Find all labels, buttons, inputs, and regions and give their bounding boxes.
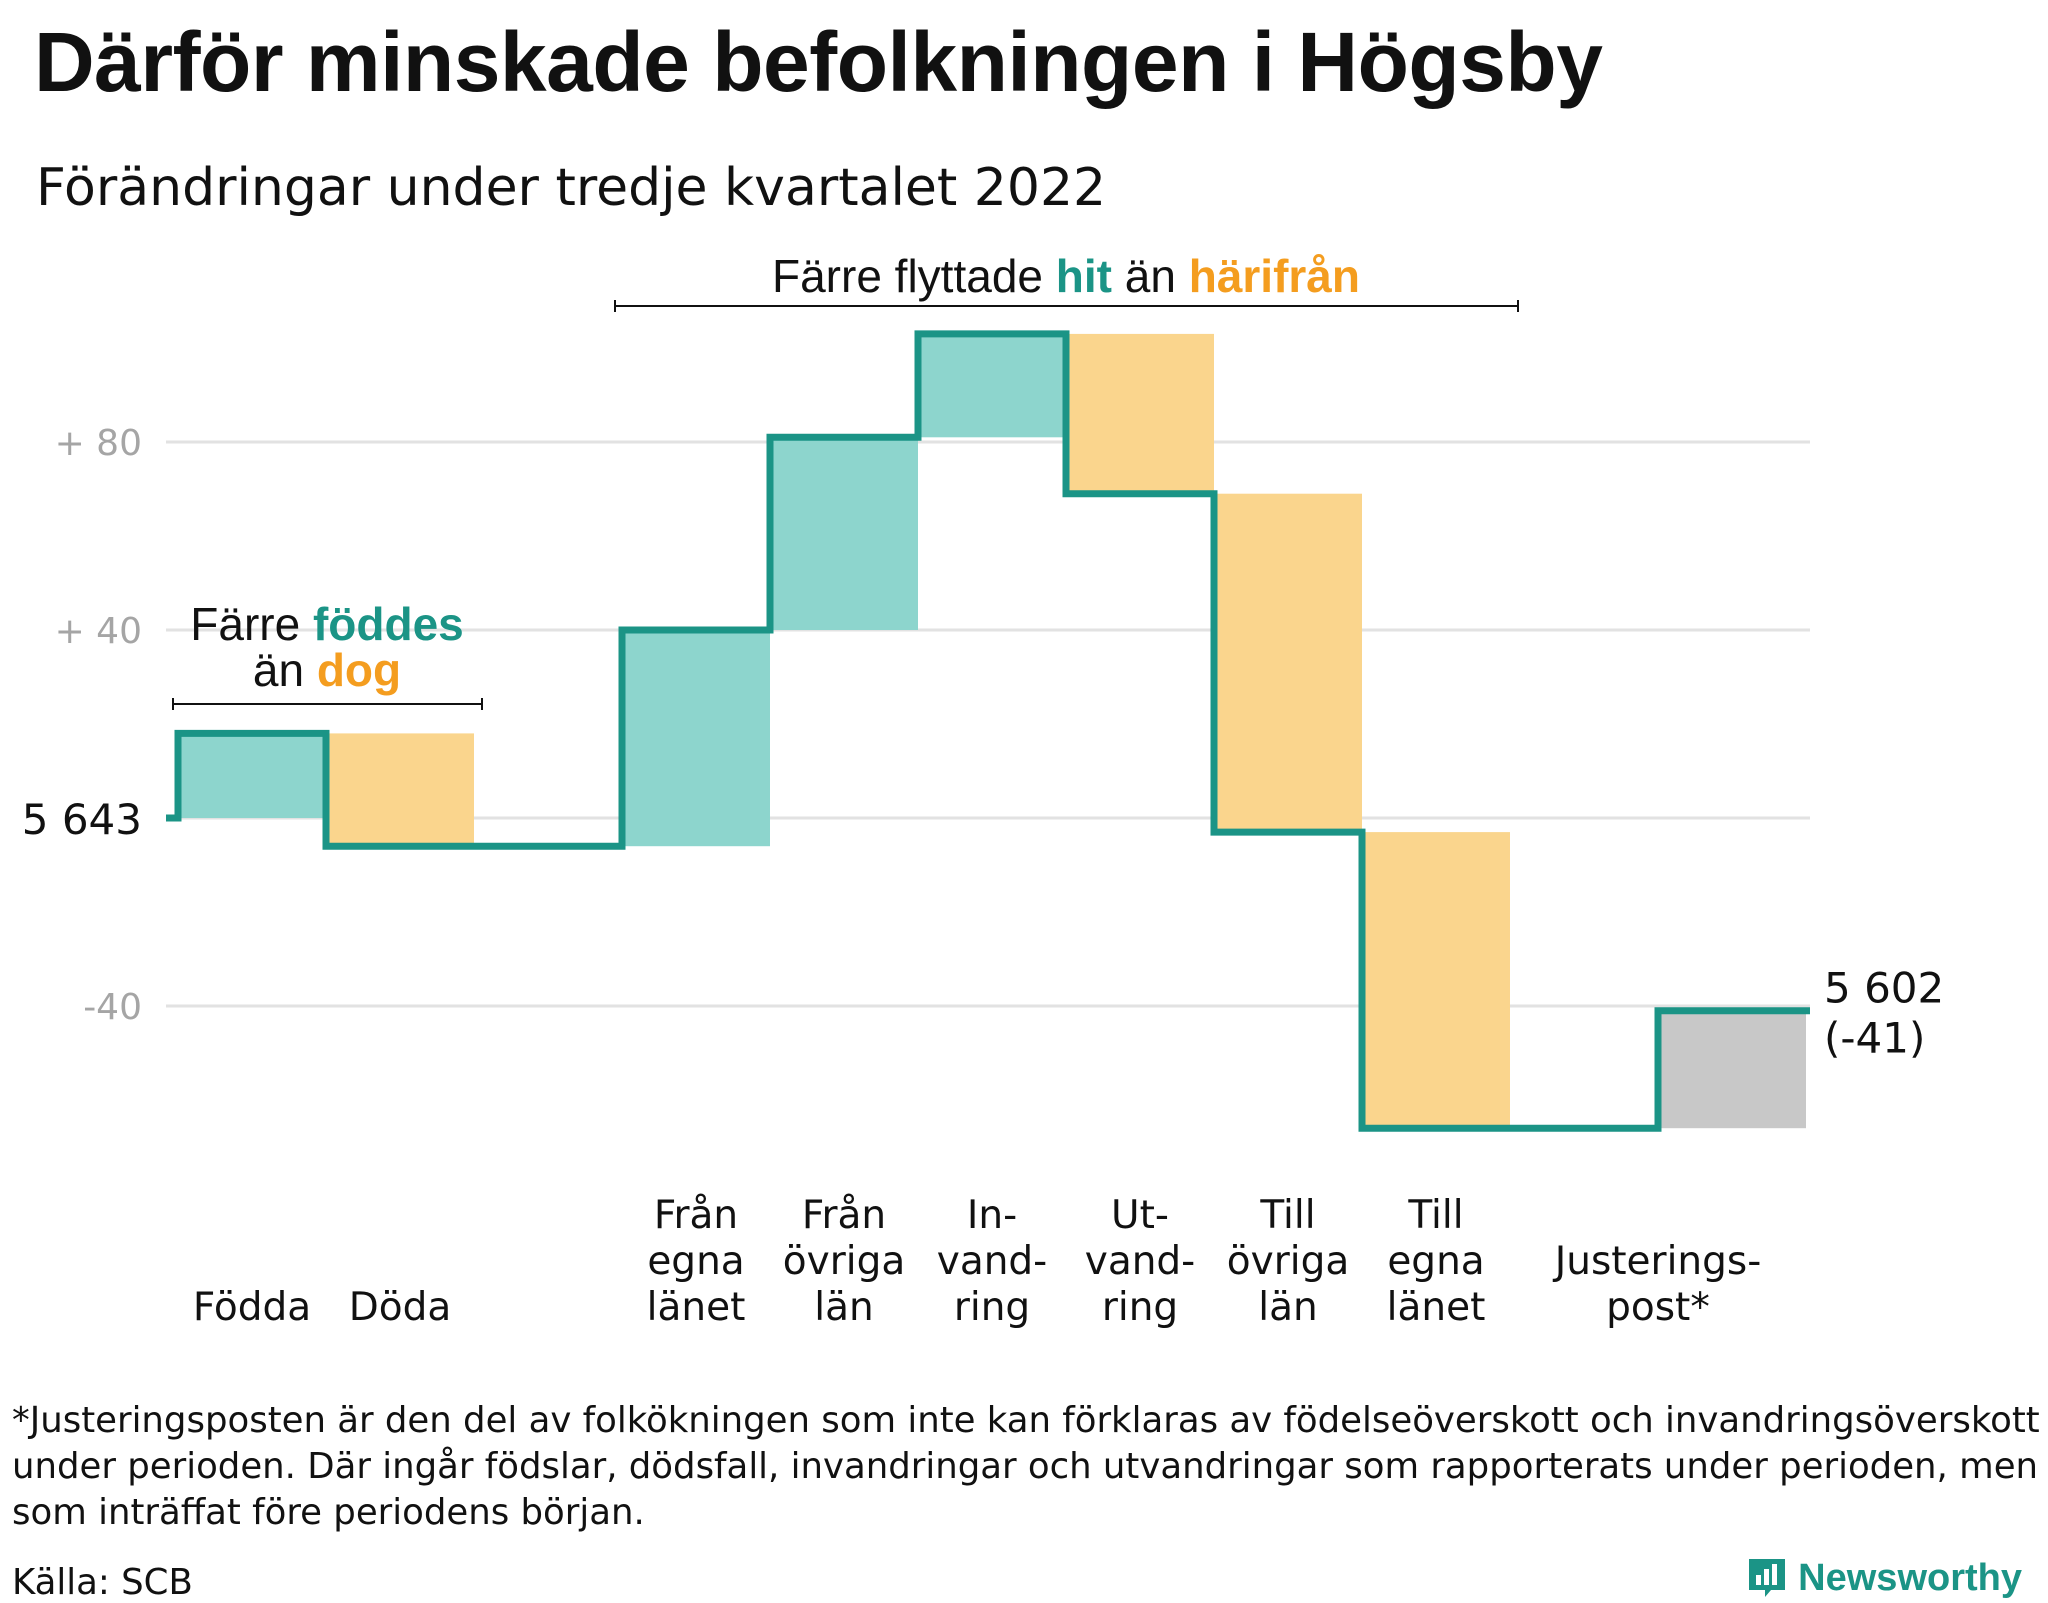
annotation-part: hit (1056, 250, 1112, 302)
category-label: län (814, 1285, 873, 1330)
waterfall-bar-outflow (326, 733, 474, 847)
category-label: In- (967, 1193, 1017, 1238)
category-label: Födda (193, 1285, 311, 1330)
y-tick-label: + 80 (55, 423, 142, 464)
start-value-label: 5 643 (22, 795, 142, 844)
category-label: Till (1259, 1193, 1315, 1238)
category-label: Från (654, 1193, 738, 1238)
category-label: Justerings- (1552, 1239, 1762, 1284)
waterfall-bar-inflow (770, 437, 918, 630)
chart-subtitle: Förändringar under tredje kvartalet 2022 (36, 158, 1107, 218)
chart-title: Därför minskade befolkningen i Högsby (34, 15, 1603, 109)
category-label: vand- (937, 1239, 1048, 1284)
waterfall-bar-outflow (1214, 493, 1362, 833)
annotation-part: härifrån (1189, 250, 1360, 302)
annotation-text: Färre flyttade hit än härifrån (772, 250, 1360, 302)
waterfall-bar-inflow (918, 333, 1066, 438)
moves-bracket (614, 300, 1519, 312)
category-label: ring (1102, 1285, 1178, 1330)
y-tick-label: + 40 (55, 611, 142, 652)
category-label: vand- (1085, 1239, 1196, 1284)
category-label: Döda (349, 1285, 452, 1330)
brand-logo: Newsworthy (1746, 1556, 2022, 1600)
category-label: länet (647, 1285, 746, 1330)
end-change-label: (-41) (1824, 1014, 1925, 1063)
annotation-part: Färre (190, 598, 313, 650)
category-label: egna (1387, 1239, 1484, 1284)
population-step-line (166, 330, 1810, 1132)
annotation-part: än (1112, 250, 1189, 302)
waterfall-bar-inflow (622, 630, 770, 847)
category-label: Ut- (1111, 1193, 1169, 1238)
waterfall-bar-outflow (1066, 333, 1214, 494)
footnote: *Justeringsposten är den del av folkökni… (12, 1400, 2040, 1533)
annotation-part: än (253, 644, 317, 696)
annotation-part: föddes (313, 598, 464, 650)
annotation-text: Färre föddes (190, 598, 463, 650)
category-label: län (1258, 1285, 1317, 1330)
annotation-text: än dog (253, 644, 401, 696)
category-label: Till (1407, 1193, 1463, 1238)
category-label: Från (802, 1193, 886, 1238)
category-label: länet (1387, 1285, 1486, 1330)
waterfall-bar-adjustment (1658, 1010, 1806, 1129)
annotation-part: Färre flyttade (772, 250, 1056, 302)
births-bracket (172, 698, 483, 710)
category-label: egna (647, 1239, 744, 1284)
category-label: övriga (783, 1239, 905, 1284)
y-tick-label: -40 (83, 987, 142, 1028)
waterfall-bar-outflow (1362, 832, 1510, 1129)
waterfall-bar-inflow (178, 733, 326, 818)
newsworthy-logo-icon (1749, 1559, 1786, 1597)
category-label: post* (1606, 1285, 1710, 1330)
brand-name: Newsworthy (1798, 1556, 2022, 1599)
category-label: övriga (1227, 1239, 1349, 1284)
category-label: ring (954, 1285, 1030, 1330)
source-label: Källa: SCB (12, 1562, 193, 1603)
annotation-part: dog (317, 644, 401, 696)
end-value-label: 5 602 (1824, 964, 1944, 1013)
